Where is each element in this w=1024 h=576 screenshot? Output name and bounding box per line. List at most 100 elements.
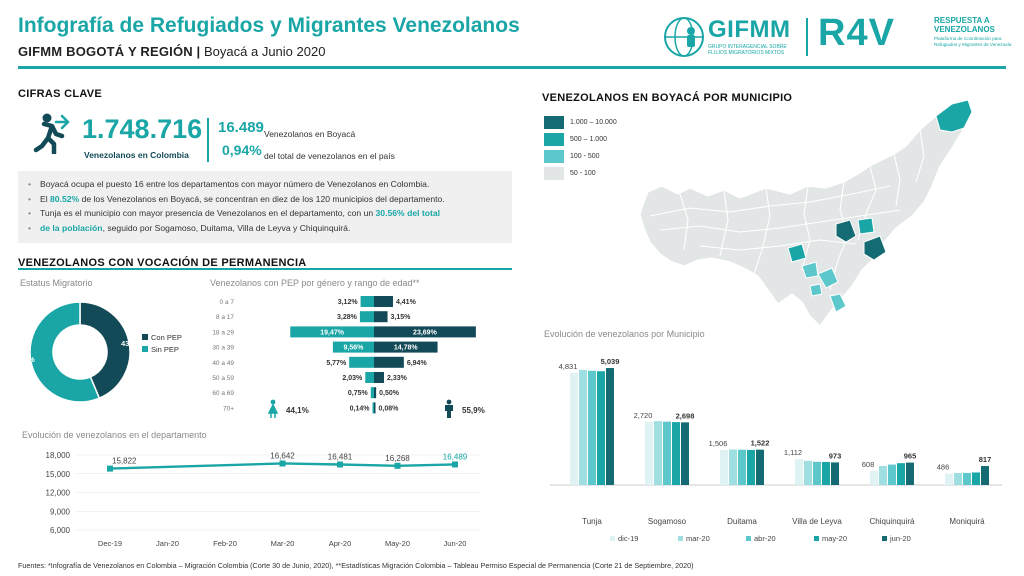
pyramid-value-label-right: 3,15% — [391, 314, 412, 321]
pyramid-bar-left — [360, 296, 374, 307]
line-point — [107, 465, 113, 472]
line-point — [394, 462, 401, 469]
map-legend-swatch — [544, 167, 564, 180]
pyramid-series-total-right: 55,9% — [462, 406, 485, 415]
subtitle-period: Boyacá a Junio 2020 — [204, 44, 326, 59]
male-icon — [445, 399, 453, 418]
bar-jun-20 — [756, 449, 764, 485]
bar-abr-20 — [663, 421, 671, 485]
bar-abr-20 — [813, 461, 821, 485]
pyramid-bar-left — [370, 387, 374, 399]
map-title: VENEZOLANOS EN BOYACÁ POR MUNICIPIO — [542, 92, 793, 104]
bar-dic-19 — [795, 459, 803, 485]
bar-abr-20 — [888, 464, 896, 485]
map-municipality-chiquinquira — [801, 261, 819, 279]
bar-mar-20 — [654, 421, 662, 485]
bar-legend-swatch — [610, 536, 615, 541]
map-legend-label: 500 – 1.000 — [570, 136, 607, 143]
pyramid-age-label: 50 a 59 — [212, 375, 234, 382]
bar-abr-20 — [588, 370, 596, 485]
permanence-title: VENEZOLANOS CON VOCACIÓN DE PERMANENCIA — [18, 257, 307, 269]
pyramid-bar-left — [290, 326, 374, 338]
bar-mar-20 — [804, 460, 812, 485]
age-gender-pyramid-chart: 0 a 7 3,12% 4,41% 8 a 17 3,28% 3,15% 18 a 29 19… — [212, 296, 485, 418]
bar-first-value-label: 486 — [937, 463, 950, 472]
map-legend-swatch — [544, 150, 564, 163]
bar-dic-19 — [570, 372, 578, 485]
pyramid-value-label-right: 6,94% — [407, 360, 428, 367]
r4v-side-subtitle: Plataforma de Coordinación para Refugiad… — [934, 36, 1012, 47]
key-facts-box: Boyacá ocupa el puesto 16 entre los depa… — [18, 171, 512, 243]
bar-category-label: Villa de Leyva — [792, 517, 842, 526]
bar-jun-20 — [606, 368, 614, 485]
bar-may-20 — [972, 472, 980, 485]
line-y-tick-label: 12,000 — [46, 489, 71, 498]
line-y-tick-label: 15,000 — [46, 470, 71, 479]
bar-category-label: Chiquinquirá — [870, 517, 915, 526]
pyramid-bar-right — [374, 372, 385, 383]
map-municipality-moniquira — [817, 267, 839, 289]
bar-mar-20 — [954, 472, 962, 485]
pyramid-age-label: 0 a 7 — [220, 299, 235, 306]
bar-category-label: Tunja — [582, 517, 602, 526]
pyramid-series-total-left: 44,1% — [286, 406, 309, 415]
boyaca-total-label: Venezolanos en Boyacá — [264, 129, 356, 139]
bar-first-value-label: 608 — [862, 460, 875, 469]
pyramid-value-label-left: 3,12% — [338, 299, 359, 306]
bar-legend-swatch — [746, 536, 751, 541]
boyaca-pct-value: 0,94% — [222, 142, 262, 158]
sources-footer: Fuentes: *Infografía de Venezolanos en C… — [18, 561, 694, 570]
bar-legend-label: jun-20 — [889, 534, 911, 543]
donut-legend-swatch-1 — [142, 334, 148, 340]
bar-first-value-label: 1,506 — [709, 439, 728, 448]
map-legend-item: 100 - 500 — [544, 148, 617, 165]
bar-legend-swatch — [814, 536, 819, 541]
bar-dic-19 — [870, 470, 878, 485]
map-legend-item: 1.000 – 10.000 — [544, 114, 617, 131]
line-value-label: 15,822 — [112, 457, 137, 466]
gifmm-logo-text: GIFMM — [708, 16, 791, 43]
pyramid-bar-right — [374, 326, 476, 338]
donut-legend-swatch-2 — [142, 346, 148, 352]
bar-category-label: Duitama — [727, 517, 757, 526]
donut-legend-label-2: Sin PEP — [151, 345, 179, 354]
bar-dic-19 — [645, 421, 653, 485]
pyramid-value-label-right: 4,41% — [396, 299, 417, 306]
bar-jun-20 — [831, 462, 839, 485]
map-municipality-puerto-boyaca — [829, 293, 847, 313]
bar-may-20 — [822, 462, 830, 485]
bar-jun-20 — [681, 422, 689, 485]
map-legend-label: 1.000 – 10.000 — [570, 119, 617, 126]
gifmm-logo-icon — [664, 17, 704, 57]
map-municipality-paipa — [809, 283, 823, 297]
line-point — [279, 460, 286, 467]
bar-last-value-label: 965 — [904, 452, 917, 461]
key-figures-title: CIFRAS CLAVE — [18, 88, 103, 100]
bar-may-20 — [897, 463, 905, 485]
bar-jun-20 — [981, 466, 989, 485]
pyramid-value-label-right: 0,50% — [379, 390, 400, 397]
pyramid-bar-left — [332, 341, 374, 353]
boyaca-total-value: 16.489 — [218, 119, 264, 136]
bar-legend-label: abr-20 — [754, 534, 776, 543]
colombia-total-label: Venezolanos en Colombia — [84, 150, 189, 160]
status-donut-chart: 43,7% 56,3% Con PEP Sin PEP — [18, 301, 182, 403]
pyramid-bar-right — [374, 341, 438, 353]
line-x-tick-label: Feb-20 — [213, 539, 237, 548]
key-figures-divider — [207, 118, 209, 162]
pyramid-bar-right — [374, 402, 376, 414]
map-department-outline — [639, 99, 973, 327]
map-municipality-border — [679, 193, 689, 251]
pyramid-bar-left — [372, 402, 374, 414]
pyramid-bar-right — [374, 311, 388, 323]
pyramid-value-label-right: 23,69% — [413, 329, 438, 336]
map-legend-label: 50 - 100 — [570, 170, 596, 177]
bar-last-value-label: 5,039 — [601, 357, 620, 366]
pyramid-bar-right — [374, 356, 404, 368]
female-icon-body — [267, 403, 279, 418]
map-legend-item: 500 – 1.000 — [544, 131, 617, 148]
line-value-label: 16,489 — [443, 452, 468, 461]
pyramid-value-label-right: 14,78% — [394, 345, 419, 352]
line-y-tick-label: 6,000 — [50, 526, 71, 535]
map-legend-swatch — [544, 116, 564, 129]
